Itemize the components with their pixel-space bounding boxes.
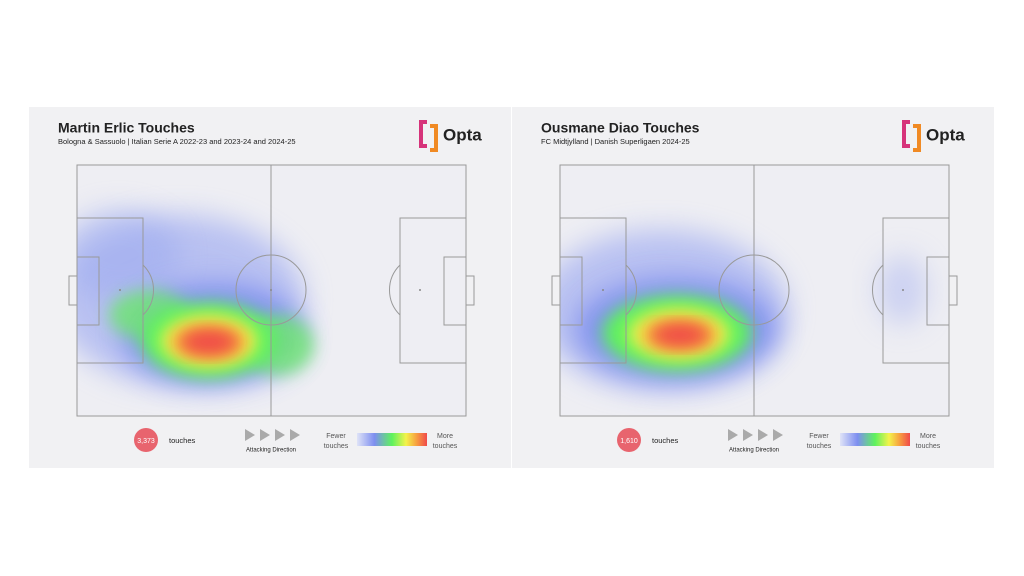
- legend-high: touches: [433, 443, 458, 450]
- touches-label: touches: [652, 436, 679, 445]
- legend-low: Fewer: [326, 433, 346, 440]
- spot: [902, 289, 904, 291]
- arrow: [758, 429, 768, 441]
- direction-label: Attacking Direction: [729, 448, 779, 454]
- legend-low: Fewer: [809, 433, 829, 440]
- heat-blob: [654, 325, 706, 345]
- pitch-line: [551, 275, 561, 306]
- legend-bar: [357, 433, 427, 446]
- panel-subtitle: FC Midtjylland | Danish Superligaen 2024…: [541, 137, 690, 146]
- heatmap: [560, 230, 927, 390]
- spot: [119, 289, 121, 291]
- pitch-line: [625, 264, 638, 316]
- heat-blob: [77, 210, 179, 300]
- pitch-line: [142, 264, 155, 316]
- heat-blob: [183, 331, 235, 353]
- pitch-line: [465, 275, 475, 306]
- panel-title: Martin Erlic Touches: [58, 120, 195, 136]
- panel-title: Ousmane Diao Touches: [541, 120, 700, 136]
- pitch-line: [388, 264, 401, 316]
- heatmap: [77, 210, 314, 385]
- logo-mark: [902, 120, 910, 148]
- legend-bar: [840, 433, 910, 446]
- pitch-line: [68, 275, 78, 306]
- panel-subtitle: Bologna & Sassuolo | Italian Serie A 202…: [58, 137, 296, 146]
- arrow: [260, 429, 270, 441]
- pitch-line: [235, 254, 307, 326]
- arrow: [275, 429, 285, 441]
- touches-count: 1,610: [620, 438, 638, 445]
- spot: [753, 289, 755, 291]
- pitch-line: [871, 264, 884, 316]
- touches-label: touches: [169, 436, 196, 445]
- logo-mark: [419, 120, 427, 148]
- brand: Opta: [926, 125, 965, 144]
- spot: [602, 289, 604, 291]
- pitch-line: [948, 275, 958, 306]
- arrow: [743, 429, 753, 441]
- spot: [270, 289, 272, 291]
- arrow: [773, 429, 783, 441]
- arrow: [290, 429, 300, 441]
- legend-low: touches: [324, 443, 349, 450]
- pitch-line: [718, 254, 790, 326]
- arrow: [728, 429, 738, 441]
- logo-mark: [913, 124, 921, 152]
- spot: [419, 289, 421, 291]
- touches-count: 3,373: [137, 438, 155, 445]
- arrow: [245, 429, 255, 441]
- legend-low: touches: [807, 443, 832, 450]
- touches-badge: [134, 428, 158, 452]
- legend-high: More: [920, 433, 936, 440]
- direction-label: Attacking Direction: [246, 448, 296, 454]
- touches-badge: [617, 428, 641, 452]
- brand: Opta: [443, 125, 482, 144]
- legend-high: More: [437, 433, 453, 440]
- logo-mark: [430, 124, 438, 152]
- legend-high: touches: [916, 443, 941, 450]
